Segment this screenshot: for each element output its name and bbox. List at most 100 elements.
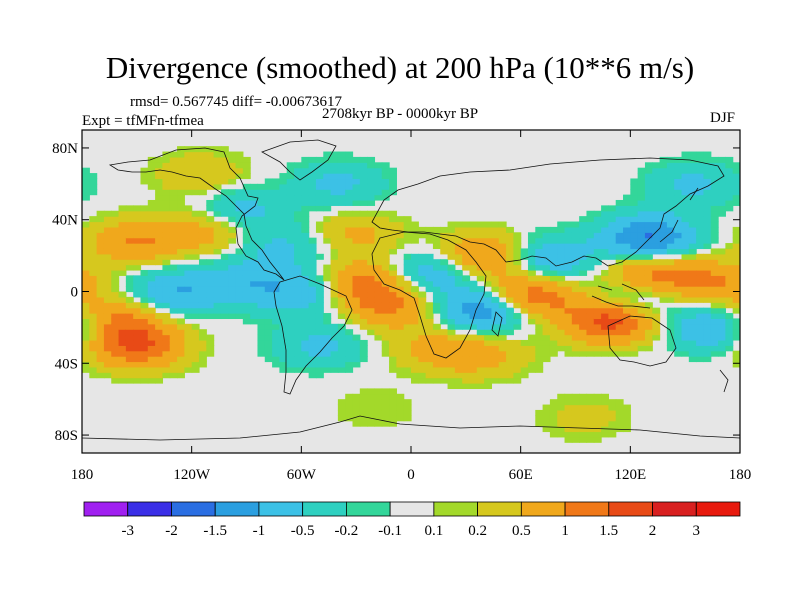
field-cell <box>352 269 361 276</box>
field-cell <box>111 318 120 325</box>
field-cell <box>403 221 412 228</box>
field-cell <box>337 151 346 158</box>
field-cell <box>593 296 602 303</box>
field-cell <box>623 339 631 346</box>
field-cell <box>403 269 412 276</box>
field-cell <box>681 350 690 357</box>
field-cell <box>294 291 302 298</box>
field-cell <box>601 286 609 293</box>
field-cell <box>228 313 237 320</box>
field-cell <box>374 329 383 336</box>
field-cell <box>272 232 280 239</box>
field-cell <box>352 167 361 174</box>
field-cell <box>155 194 164 201</box>
field-cell <box>169 253 178 260</box>
field-cell <box>484 377 493 384</box>
field-cell <box>279 280 288 287</box>
field-cell <box>286 253 295 260</box>
field-cell <box>615 339 624 346</box>
colorbar-label: 0.5 <box>512 523 531 539</box>
field-cell <box>381 237 390 244</box>
field-cell <box>491 329 500 336</box>
field-cell <box>491 345 500 352</box>
field-cell <box>82 237 90 244</box>
field-cell <box>703 264 712 271</box>
field-cell <box>147 269 156 276</box>
field-cell <box>586 431 595 438</box>
field-cell <box>718 167 726 174</box>
field-cell <box>586 248 595 255</box>
field-cell <box>359 221 368 228</box>
colorbar-label: 1.5 <box>599 523 618 539</box>
field-cell <box>191 329 200 336</box>
field-cell <box>615 415 624 422</box>
field-cell <box>659 216 668 223</box>
field-cell <box>637 199 646 206</box>
field-cell <box>82 350 90 357</box>
field-cell <box>615 205 624 212</box>
field-cell <box>257 313 266 320</box>
field-cell <box>637 248 646 255</box>
field-cell <box>125 205 134 212</box>
field-cell <box>623 248 631 255</box>
field-cell <box>659 210 668 217</box>
field-cell <box>666 334 675 341</box>
field-cell <box>162 296 171 303</box>
field-cell <box>125 280 134 287</box>
field-cell <box>593 339 602 346</box>
field-cell <box>125 296 134 303</box>
field-cell <box>242 232 251 239</box>
field-cell <box>425 286 434 293</box>
field-cell <box>162 162 171 169</box>
field-cell <box>462 302 471 309</box>
field-cell <box>213 286 222 293</box>
field-cell <box>571 323 580 330</box>
field-cell <box>447 269 456 276</box>
field-cell <box>294 307 302 314</box>
field-cell <box>169 194 178 201</box>
field-cell <box>681 221 690 228</box>
field-cell <box>345 167 354 174</box>
field-cell <box>89 323 98 330</box>
field-cell <box>513 248 522 255</box>
field-cell <box>103 221 112 228</box>
field-cell <box>527 243 536 250</box>
field-cell <box>220 286 229 293</box>
field-cell <box>103 226 112 233</box>
field-cell <box>696 307 705 314</box>
field-cell <box>257 210 266 217</box>
field-cell <box>264 178 273 185</box>
field-cell <box>557 286 566 293</box>
field-cell <box>308 296 317 303</box>
field-cell <box>549 280 558 287</box>
field-cell <box>184 280 193 287</box>
field-cell <box>250 269 259 276</box>
field-cell <box>469 286 478 293</box>
field-cell <box>623 210 631 217</box>
field-cell <box>513 318 522 325</box>
field-cell <box>411 361 419 368</box>
field-cell <box>681 323 690 330</box>
field-cell <box>418 345 427 352</box>
field-cell <box>330 323 339 330</box>
field-cell <box>301 216 310 223</box>
field-cell <box>286 167 295 174</box>
field-cell <box>352 189 361 196</box>
field-cell <box>359 356 368 363</box>
field-cell <box>177 205 185 212</box>
field-cell <box>681 339 690 346</box>
field-cell <box>718 339 726 346</box>
field-cell <box>696 221 705 228</box>
field-cell <box>279 323 288 330</box>
field-cell <box>111 372 120 379</box>
field-cell <box>345 151 354 158</box>
field-cell <box>140 377 149 384</box>
field-cell <box>286 189 295 196</box>
field-cell <box>96 329 105 336</box>
field-cell <box>169 183 178 190</box>
field-cell <box>389 393 397 400</box>
field-cell <box>462 377 471 384</box>
field-cell <box>593 280 602 287</box>
field-cell <box>323 151 332 158</box>
field-cell <box>564 399 573 406</box>
